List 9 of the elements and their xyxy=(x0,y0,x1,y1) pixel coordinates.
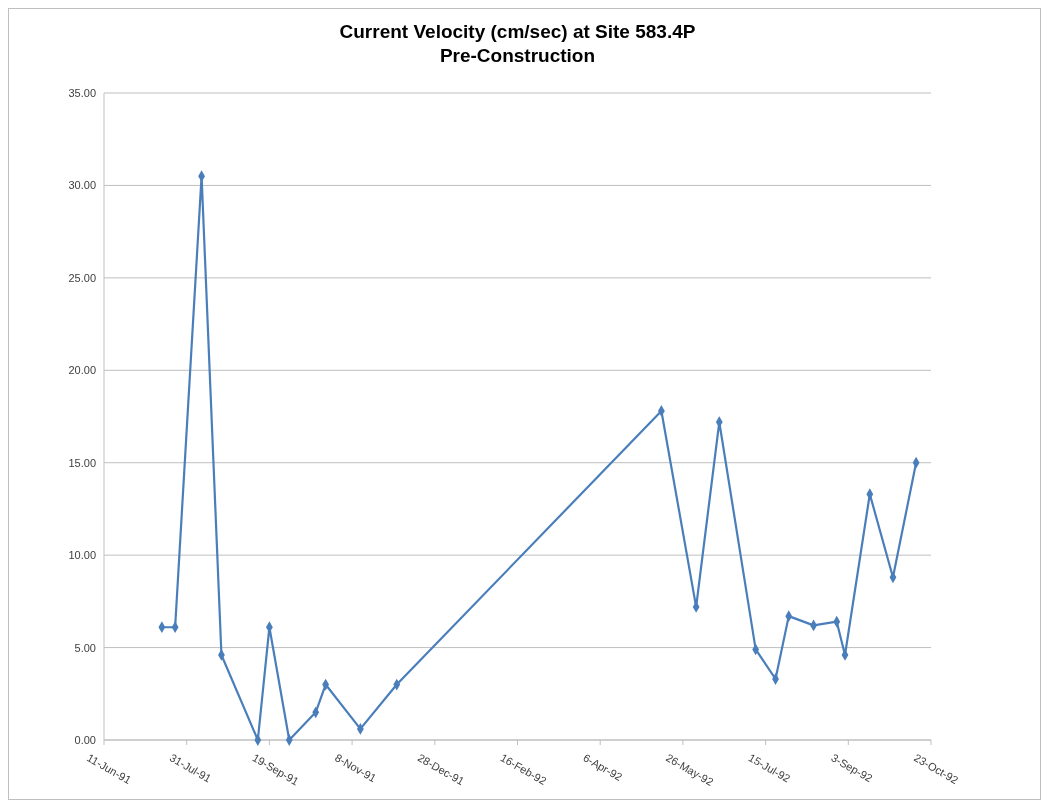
y-tick-label: 20.00 xyxy=(68,364,96,377)
y-tick-label: 25.00 xyxy=(68,271,96,284)
y-tick-label: 5.00 xyxy=(74,641,96,654)
y-tick-label: 35.00 xyxy=(68,87,96,99)
y-tick-label: 0.00 xyxy=(74,734,96,746)
y-tick-label: 10.00 xyxy=(68,549,96,562)
y-tick-label: 30.00 xyxy=(68,179,96,192)
y-tick-label: 15.00 xyxy=(68,456,96,469)
chart-title: Current Velocity (cm/sec) at Site 583.4P Pre-Construction xyxy=(339,21,696,66)
